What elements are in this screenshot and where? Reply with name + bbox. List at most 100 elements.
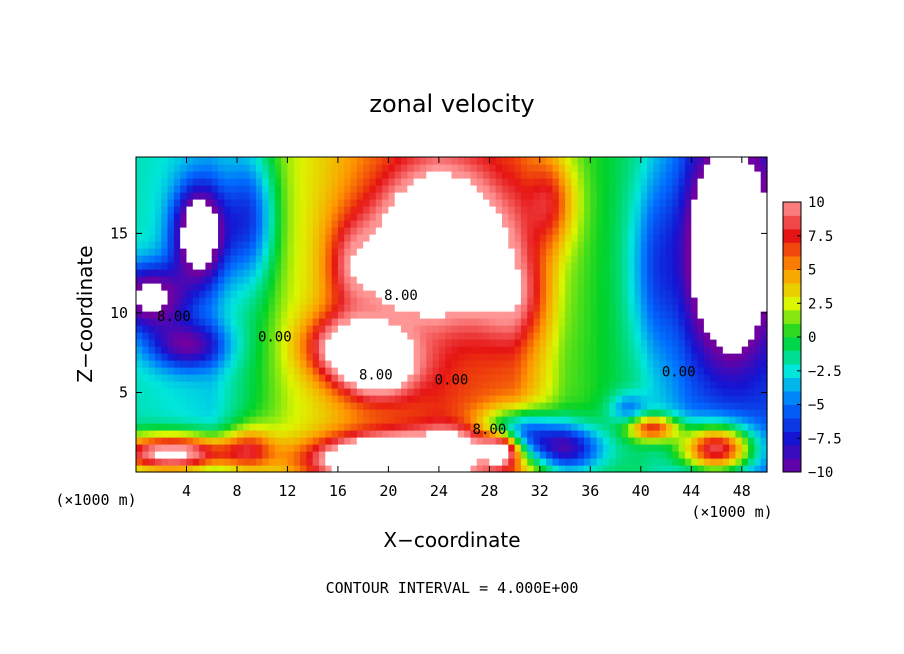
field-cell [741,367,749,375]
field-cell [546,402,554,410]
field-cell [356,283,364,291]
field-cell [382,255,389,263]
field-cell [173,465,181,473]
field-cell [520,241,528,249]
field-cell [760,269,768,277]
field-cell [331,213,339,221]
field-cell [211,220,219,228]
field-cell [483,269,490,277]
field-cell [426,220,434,228]
field-cell [230,325,238,333]
field-cell [483,171,490,179]
field-cell [230,332,238,340]
field-cell [501,339,509,347]
field-cell [445,255,453,263]
field-cell [407,430,415,438]
field-cell [501,311,509,319]
field-cell [653,199,661,207]
field-cell [697,318,705,326]
field-cell [438,157,446,165]
field-cell [527,290,535,298]
field-cell [659,311,667,319]
field-cell [722,416,730,424]
field-cell [565,451,572,459]
field-cell [306,353,314,361]
field-cell [419,346,427,354]
field-cell [375,367,383,375]
field-cell [508,157,516,165]
field-cell [754,430,762,438]
field-cell [558,290,566,298]
field-cell [495,423,503,431]
field-cell [634,402,642,410]
field-cell [344,402,352,410]
field-cell [621,283,629,291]
field-cell [571,395,579,403]
field-cell [508,276,516,284]
field-cell [173,255,181,263]
field-cell [760,430,768,438]
field-cell [546,157,554,165]
field-cell [331,262,339,270]
field-cell [331,416,339,424]
field-cell [590,346,598,354]
field-cell [672,255,680,263]
field-cell [401,262,408,270]
field-cell [760,171,768,179]
field-cell [596,199,604,207]
field-cell [306,192,314,200]
field-cell [287,395,295,403]
field-cell [350,206,358,214]
field-cell [401,157,408,165]
field-cell [703,437,711,445]
field-cell [501,227,509,235]
field-cell [274,185,282,193]
field-cell [211,276,219,284]
field-cell [180,458,188,466]
field-cell [501,157,509,165]
field-cell [173,269,181,277]
field-cell [274,269,282,277]
field-cell [363,332,371,340]
field-cell [173,213,181,221]
field-cell [584,164,591,172]
field-cell [609,297,617,305]
field-cell [666,304,673,312]
field-cell [628,213,636,221]
field-cell [142,318,150,326]
field-cell [571,297,579,305]
field-cell [356,171,364,179]
field-cell [401,234,408,242]
field-cell [243,465,251,473]
field-cell [470,353,478,361]
field-cell [539,318,547,326]
field-cell [274,360,282,368]
field-cell [331,353,339,361]
field-cell [653,346,661,354]
field-cell [293,171,301,179]
field-cell [199,178,207,186]
field-cell [192,171,200,179]
field-cell [249,241,257,249]
field-cell [653,332,661,340]
field-cell [729,248,737,256]
field-cell [243,416,251,424]
field-cell [691,465,699,473]
field-cell [457,465,465,473]
field-cell [684,213,692,221]
field-cell [697,269,705,277]
field-cell [432,255,440,263]
field-cell [192,178,200,186]
field-cell [571,199,579,207]
field-cell [457,262,465,270]
field-cell [249,283,257,291]
field-cell [432,248,440,256]
field-cell [678,458,686,466]
field-cell [199,241,207,249]
field-cell [394,206,402,214]
field-cell [148,241,156,249]
field-cell [167,192,175,200]
field-cell [565,402,572,410]
field-cell [489,353,497,361]
field-cell [691,381,699,389]
